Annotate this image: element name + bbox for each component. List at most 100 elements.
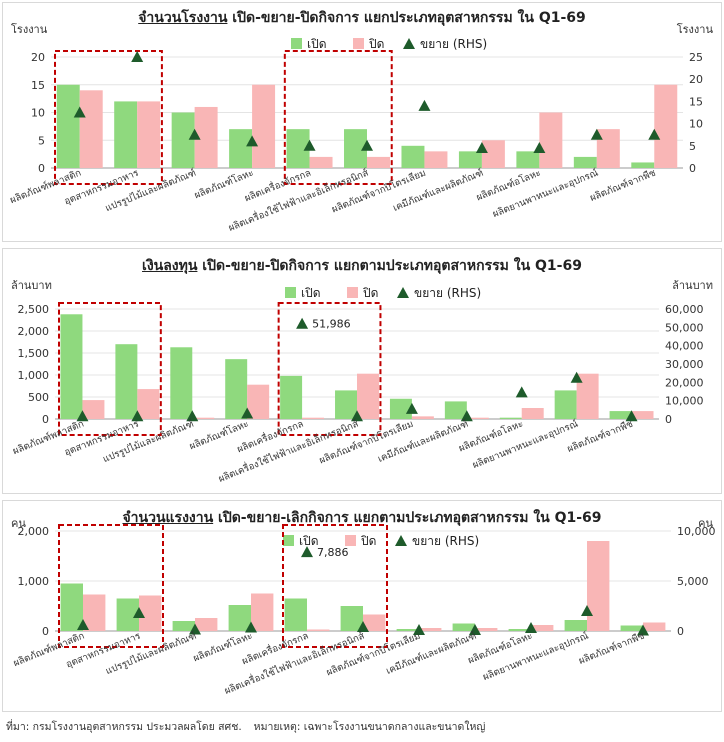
bar-close: [587, 541, 610, 631]
bar-close: [252, 84, 276, 168]
legend-label-open: เปิด: [299, 534, 319, 548]
marker-expand: [648, 128, 661, 140]
bar-close: [481, 140, 505, 168]
bar-close: [194, 106, 218, 168]
bar-open: [499, 417, 522, 419]
legend-label-expand: ขยาย (RHS): [420, 37, 487, 51]
bar-open: [115, 344, 138, 419]
marker-expand: [189, 623, 201, 635]
bar-close: [631, 411, 654, 419]
bar-open: [170, 347, 193, 419]
legend-marker-expand: [403, 38, 415, 49]
bar-close: [82, 400, 105, 419]
bar-open: [60, 583, 83, 631]
y-tick-label-left: 1,500: [18, 347, 50, 360]
marker-expand: [413, 624, 425, 635]
marker-expand: [296, 317, 309, 329]
highlight-box: [58, 302, 162, 436]
legend-label-expand: ขยาย (RHS): [414, 286, 481, 300]
y-axis-label-right: คน: [698, 517, 713, 530]
legend-label-open: เปิด: [307, 37, 327, 51]
x-tick-label: เคมีภัณฑ์และผลิตภัณฑ์: [376, 418, 470, 465]
marker-expand: [77, 619, 89, 630]
marker-expand: [469, 624, 481, 635]
highlight-box: [58, 524, 164, 648]
bar-open: [114, 101, 138, 168]
bar-close: [539, 112, 563, 168]
x-tick-label: ผลิตภัณฑ์จากปิโตรเลียม: [324, 630, 422, 679]
y-tick-label-left: 1,000: [18, 369, 50, 382]
x-tick-label: แปรรูปไม้และผลิตภัณฑ์: [103, 167, 198, 215]
y-tick-label-left: 10: [31, 107, 45, 120]
marker-expand: [303, 139, 316, 151]
marker-expand: [131, 410, 144, 422]
marker-expand: [637, 624, 649, 636]
chart-investment: 0 500 1,000 1,500 2,000 2,500 0 10,000 20,000 30,…: [11, 279, 713, 485]
y-tick-label-left: 2,000: [18, 325, 50, 338]
bar-open: [508, 629, 531, 631]
bar-close: [475, 628, 498, 631]
marker-expand: [361, 139, 373, 151]
bar-open: [225, 359, 248, 419]
bar-open: [554, 390, 577, 419]
y-tick-label-left: 0: [38, 162, 45, 175]
y-tick-label-left: 20: [31, 51, 45, 64]
marker-expand: [460, 410, 473, 422]
y-tick-label-right: 40,000: [665, 340, 704, 353]
marker-expand: [301, 546, 313, 558]
legend-marker-expand: [397, 287, 409, 298]
legend-label-close: ปิด: [360, 534, 376, 548]
y-axis-label-left: โรงงาน: [11, 22, 48, 36]
y-tick-label-right: 60,000: [665, 303, 704, 316]
bar-open: [280, 375, 303, 419]
marker-expand: [245, 621, 257, 633]
y-tick-label-right: 0: [677, 625, 684, 638]
legend-swatch-open: [285, 287, 296, 298]
marker-expand: [131, 51, 144, 62]
y-tick-label-right: 50,000: [665, 321, 704, 334]
bar-open: [458, 151, 482, 168]
footer: ที่มา: กรมโรงงานอุตสาหกรรม ประมวลผลโดย ส…: [6, 718, 485, 735]
bar-close: [643, 622, 666, 631]
y-axis-label-left: ล้านบาท: [11, 279, 52, 292]
marker-expand: [515, 386, 528, 398]
data-label-expand: 7,886: [317, 546, 349, 559]
marker-expand: [581, 605, 593, 616]
bar-open: [116, 598, 139, 631]
x-tick-label: ผลิตยานพาหนะและอุปกรณ์: [481, 630, 590, 683]
bar-open: [60, 314, 83, 419]
chart-title: จำนวนแรงงาน เปิด-ขยาย-เลิกกิจการ แยกตามป…: [3, 507, 721, 529]
marker-expand: [525, 622, 537, 633]
bar-close: [363, 614, 386, 631]
y-tick-label-left: 1,000: [18, 575, 50, 588]
marker-expand: [73, 106, 86, 118]
bar-close: [531, 625, 554, 631]
marker-expand: [76, 410, 89, 422]
y-tick-label-right: 25: [689, 51, 703, 64]
bar-open: [631, 162, 655, 168]
source-note: ที่มา: กรมโรงงานอุตสาหกรรม ประมวลผลโดย ส…: [6, 721, 242, 733]
bar-open: [172, 621, 195, 631]
x-tick-label: เคมีภัณฑ์และผลิตภัณฑ์: [391, 167, 485, 214]
bar-open: [564, 620, 587, 631]
marker-expand: [590, 128, 603, 140]
y-tick-label-right: 20: [689, 73, 703, 86]
data-label-expand: 51,986: [312, 318, 351, 331]
x-tick-label: แปรรูปไม้และผลิตภัณฑ์: [101, 418, 196, 466]
x-tick-label: ผลิตยานพาหนะและอุปกรณ์: [491, 167, 600, 220]
bar-close: [137, 389, 160, 419]
bar-close: [576, 373, 599, 419]
bar-open: [609, 411, 632, 419]
bar-close: [357, 373, 379, 419]
bar-open: [56, 84, 80, 168]
y-tick-label-left: 2,000: [18, 525, 50, 538]
bar-close: [309, 156, 333, 168]
bar-close: [521, 408, 544, 419]
bar-open: [286, 129, 310, 168]
x-tick-label: ผลิตภัณฑ์จากปิโตรเลียม: [317, 418, 415, 467]
chart-title: เงินลงทุน เปิด-ขยาย-ปิดกิจการ แยกตามประเ…: [3, 255, 721, 277]
y-tick-label-left: 5: [38, 134, 45, 147]
marker-expand: [133, 607, 145, 618]
marker-expand: [246, 135, 259, 147]
